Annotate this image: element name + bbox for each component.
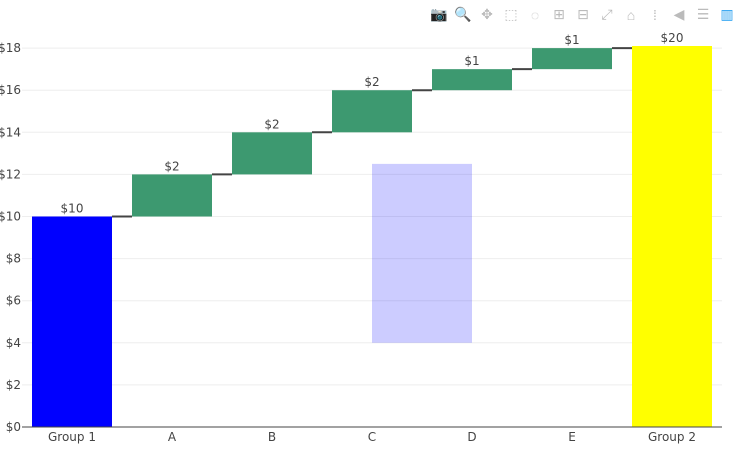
zoom-in-icon[interactable]: ⊞ [553,6,565,22]
spike-lines-icon[interactable]: ⁞ [653,6,657,23]
bar-value-label: $1 [464,54,479,68]
zoom-out-icon[interactable]: ⊟ [577,6,589,22]
lasso-icon[interactable]: ◌ [530,6,540,23]
y-tick-label: $16 [0,83,21,97]
bar-value-label: $10 [61,202,84,216]
y-tick-label: $10 [0,210,21,224]
bar-value-label: $2 [164,159,179,173]
x-tick-label: Group 2 [648,430,696,444]
bar-value-label: $1 [564,33,579,47]
camera-icon[interactable]: 📷 [430,6,448,22]
bar-value-label: $2 [264,117,279,131]
bar-c [332,90,412,133]
modebar: 📷 🔍 ✥ ⬚ ◌ ⊞ ⊟ ⤢ ⌂ ⁞ ◀ ☰ ▥ [430,6,736,23]
bar-value-label: $2 [364,75,379,89]
home-icon[interactable]: ⌂ [626,6,636,23]
pan-icon[interactable]: ✥ [481,6,493,22]
y-tick-label: $18 [0,41,21,55]
y-tick-label: $4 [6,336,21,350]
y-tick-label: $2 [6,378,21,392]
box-select-icon[interactable]: ⬚ [504,6,518,22]
y-tick-label: $6 [6,294,21,308]
plotly-logo-icon[interactable]: ▥ [720,6,734,22]
bar-a [132,174,212,217]
autoscale-icon[interactable]: ⤢ [601,6,613,22]
y-tick-label: $14 [0,125,21,139]
bar-b [232,132,312,175]
bar-value-label: $20 [661,31,684,45]
y-tick-label: $12 [0,167,21,181]
x-tick-label: D [467,430,476,444]
hover-closest-icon[interactable]: ◀ [673,6,685,22]
x-tick-label: B [268,430,276,444]
bar-group-1 [32,216,112,427]
x-tick-label: C [368,430,376,444]
highlight-rectangle [372,163,472,343]
y-tick-label: $0 [6,420,21,434]
x-tick-label: E [568,430,576,444]
bar-e [532,48,612,70]
zoom-icon[interactable]: 🔍 [454,6,472,22]
x-tick-label: Group 1 [48,430,96,444]
bar-d [432,69,512,91]
bar-group-2 [632,46,712,427]
hover-compare-icon[interactable]: ☰ [696,6,710,22]
y-tick-label: $8 [6,252,21,266]
x-tick-label: A [168,430,177,444]
